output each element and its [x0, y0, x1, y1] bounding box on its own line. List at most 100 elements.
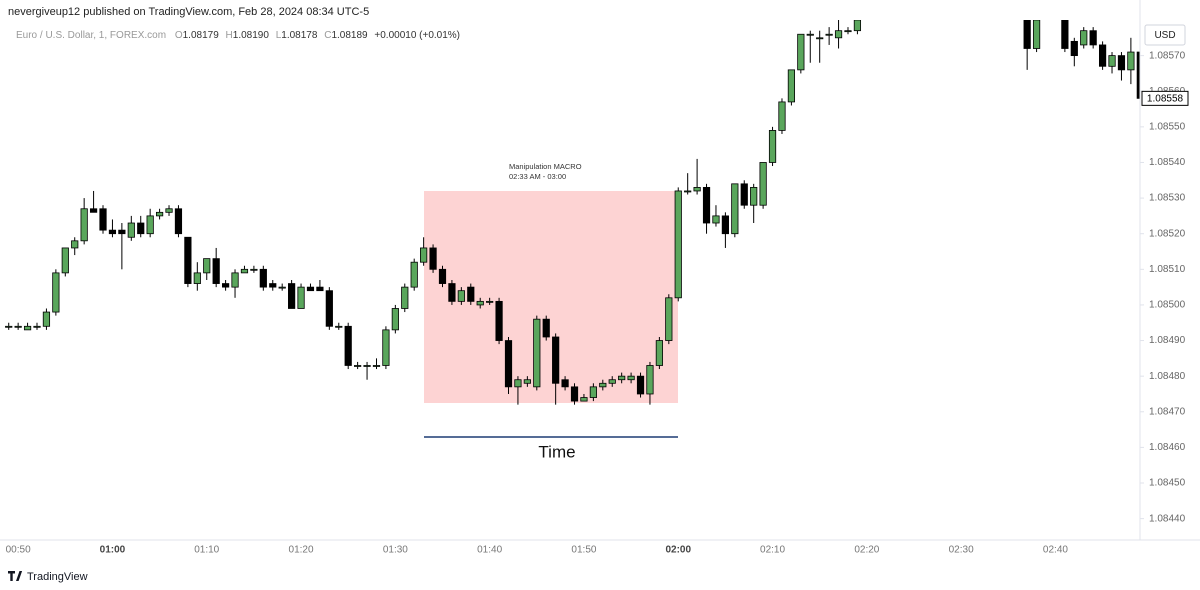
- candle-body: [778, 101, 786, 131]
- published-line: nevergiveup12 published on TradingView.c…: [8, 6, 369, 18]
- x-tick-label: 02:10: [760, 545, 785, 556]
- candle-body: [844, 30, 852, 33]
- logo-mark: [7, 571, 23, 581]
- candle-body: [589, 386, 597, 398]
- candle-body: [212, 258, 220, 284]
- candle-body: [174, 208, 183, 235]
- candle-body: [580, 397, 588, 402]
- ohlc-name: L: [276, 30, 282, 41]
- ohlc-value: 1.08179: [183, 30, 220, 41]
- candle-body: [278, 286, 286, 289]
- candle-body: [1061, 20, 1069, 49]
- candle-body: [787, 69, 796, 103]
- candle-body: [457, 290, 465, 302]
- candle-body: [1032, 20, 1041, 49]
- candle-body: [193, 272, 201, 284]
- candle-body: [325, 290, 333, 327]
- candle-body: [391, 308, 399, 331]
- x-tick-label: 02:20: [854, 545, 879, 556]
- candle-body: [146, 215, 154, 235]
- ohlc-value: 1.08178: [281, 30, 318, 41]
- candle-body: [108, 229, 117, 235]
- candle-body: [665, 297, 673, 341]
- y-tick-label: 1.08520: [1149, 228, 1186, 239]
- ohlc-value: 1.08190: [233, 30, 270, 41]
- candle-body: [1070, 40, 1078, 57]
- candle-body: [797, 33, 805, 71]
- candle-body: [438, 268, 447, 284]
- x-tick-label: 02:30: [949, 545, 974, 556]
- candle-body: [467, 286, 475, 302]
- x-tick-label: 01:00: [100, 545, 126, 556]
- candle-body: [542, 318, 550, 338]
- candle-body: [570, 386, 579, 402]
- candle-body: [137, 222, 145, 235]
- candle-body: [269, 283, 277, 288]
- candle-body: [61, 247, 69, 274]
- y-tick-label: 1.08450: [1149, 478, 1186, 489]
- candle-body: [42, 311, 51, 327]
- candle-body: [495, 300, 503, 341]
- candle-body: [382, 329, 390, 366]
- change: +0.00010 (+0.01%): [374, 30, 460, 41]
- symbol-line: Euro / U.S. Dollar, 1, FOREX.com O1.0817…: [16, 30, 460, 41]
- candle-body: [608, 379, 616, 384]
- y-tick-label: 1.08550: [1149, 121, 1186, 132]
- symbol: Euro / U.S. Dollar, 1, FOREX.com: [16, 30, 166, 41]
- x-tick-label: 02:00: [665, 545, 691, 556]
- candle-body: [627, 375, 635, 381]
- y-tick-label: 1.08570: [1149, 50, 1186, 61]
- candle-body: [165, 208, 173, 213]
- footer-brand: TradingView: [27, 571, 88, 583]
- candle-body: [250, 268, 258, 271]
- candle-body: [731, 183, 739, 235]
- candle-body: [561, 379, 569, 388]
- candle-body: [5, 325, 13, 328]
- candle-body: [1136, 51, 1140, 99]
- candle-body: [646, 365, 654, 395]
- x-tick-label: 02:40: [1043, 545, 1068, 556]
- candle-body: [702, 186, 711, 224]
- candle-body: [1127, 51, 1135, 71]
- candle-body: [768, 130, 777, 163]
- candle-body: [486, 300, 494, 303]
- candle-body: [335, 325, 343, 328]
- candle-body: [759, 162, 767, 206]
- candle-body: [806, 33, 814, 36]
- candle-body: [316, 286, 324, 292]
- candle-body: [354, 365, 362, 367]
- x-tick-label: 01:30: [383, 545, 408, 556]
- candle-body: [1023, 20, 1031, 49]
- candle-body: [52, 272, 60, 313]
- y-tick-label: 1.08540: [1149, 157, 1186, 168]
- candle-body: [693, 186, 701, 192]
- candle-body: [33, 325, 41, 328]
- last-price-box: [1141, 90, 1189, 106]
- candle-body: [14, 325, 22, 328]
- candle-body: [750, 186, 758, 206]
- candle-body: [721, 215, 729, 235]
- candle-body: [401, 286, 409, 309]
- currency-box[interactable]: [1144, 24, 1186, 46]
- candle-body: [89, 208, 98, 213]
- ohlc-value: 1.08189: [331, 30, 368, 41]
- candle-body: [674, 190, 682, 299]
- ohlc-name: O: [175, 30, 183, 41]
- candle-body: [816, 37, 824, 40]
- candle-body: [23, 325, 32, 331]
- time-axis: 00:50 01:00 01:10 01:20 01:30 01:40 01:50 02:00…: [6, 545, 1069, 556]
- x-tick-label: 01:20: [289, 545, 314, 556]
- currency[interactable]: USD: [1154, 30, 1175, 41]
- candle-body: [344, 325, 352, 366]
- candle-body: [288, 283, 296, 309]
- candle-body: [825, 33, 833, 36]
- macro-zone: [424, 191, 678, 403]
- candle-body: [410, 261, 418, 288]
- candle-body: [203, 258, 211, 274]
- annotation-line: 02:33 AM - 03:00: [509, 172, 566, 181]
- candle-body: [297, 286, 305, 309]
- candle-body: [1108, 55, 1116, 67]
- candle-body: [655, 340, 663, 366]
